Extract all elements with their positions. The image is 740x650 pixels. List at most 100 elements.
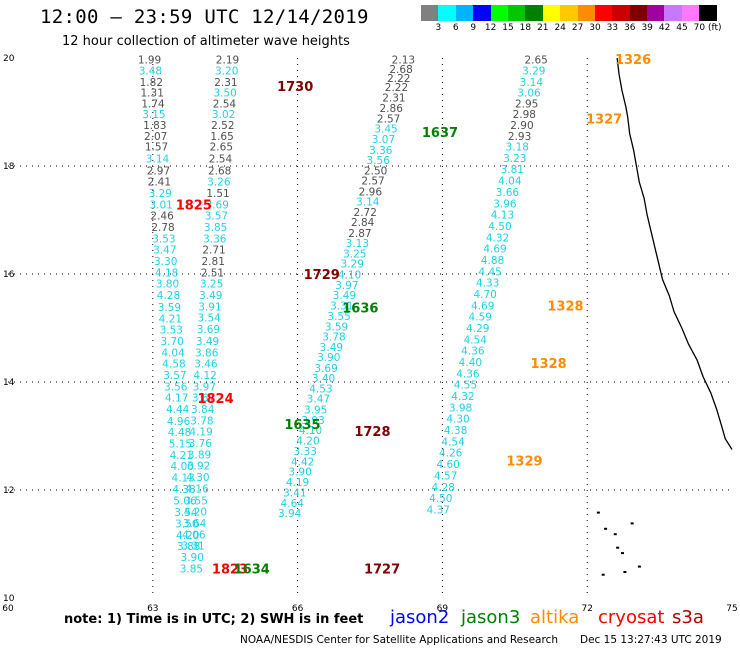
wave-height-value: 3.54: [197, 313, 221, 325]
legend-swatch: [542, 5, 561, 21]
y-tick-label: 16: [3, 270, 15, 280]
wave-height-value: 3.69: [197, 324, 220, 336]
legend-label: 33: [606, 23, 619, 33]
wave-height-value: 4.19: [189, 427, 212, 439]
wave-height-value: 1.82: [140, 77, 163, 89]
wave-height-value: 3.47: [153, 245, 176, 257]
wave-height-value: 3.29: [522, 65, 545, 77]
legend-jason3: jason3: [461, 607, 521, 628]
wave-height-value: 2.78: [151, 222, 174, 234]
wave-height-value: 4.04: [161, 347, 185, 359]
wave-height-value: 3.69: [314, 363, 337, 375]
wave-height-value: 4.20: [176, 530, 199, 542]
wave-height-value: 4.29: [466, 323, 489, 335]
wave-height-value: 3.13: [346, 238, 369, 250]
wave-height-value: 3.70: [160, 336, 183, 348]
wave-height-value: 4.69: [483, 244, 506, 256]
wave-height-value: 4.19: [286, 477, 309, 489]
wave-height-value: 3.81: [501, 164, 524, 176]
wave-height-value: 3.66: [496, 187, 520, 199]
wave-height-value: 3.93: [301, 415, 324, 427]
pass-time-label: 1728: [354, 425, 390, 440]
island: [637, 565, 641, 568]
wave-height-value: 2.90: [510, 120, 533, 132]
legend-label: 15: [502, 23, 514, 33]
wave-height-value: 2.81: [202, 256, 225, 268]
legend-swatch: [455, 5, 474, 21]
pass-time-label: 1326: [615, 53, 651, 68]
wave-height-value: 3.90: [181, 552, 204, 564]
wave-height-value: 3.01: [149, 199, 172, 211]
wave-height-value: 4.36: [456, 368, 480, 380]
wave-height-value: 3.55: [327, 311, 350, 323]
wave-height-value: 4.42: [291, 456, 314, 468]
wave-height-value: 4.26: [439, 448, 463, 460]
wave-height-value: 2.50: [364, 165, 387, 177]
wave-height-value: 4.28: [432, 482, 455, 494]
page-title: 12:00 — 23:59 UTC 12/14/2019: [40, 6, 369, 28]
pass-time-label: 1824: [197, 392, 233, 407]
wave-height-value: 2.54: [209, 153, 233, 165]
y-tick-label: 20: [3, 54, 15, 64]
wave-height-value: 4.58: [162, 359, 185, 371]
wave-height-value: 3.84: [191, 404, 215, 416]
wave-height-value: 3.96: [493, 198, 517, 210]
legend-label: 3: [435, 23, 442, 33]
wave-height-value: 2.22: [387, 73, 410, 85]
wave-height-value: 4.30: [446, 414, 469, 426]
legend-swatch: [629, 5, 648, 21]
legend-label: 9: [470, 23, 477, 33]
wave-height-value: 4.10: [299, 425, 322, 437]
wave-height-value: 4.00: [171, 461, 194, 473]
wave-height-value: 3.89: [188, 449, 211, 461]
wave-height-value: 1.65: [210, 131, 233, 143]
wave-height-value: 3.31: [181, 541, 204, 553]
wave-height-value: 4.48: [168, 427, 191, 439]
legend-swatch: [560, 5, 578, 21]
island: [596, 511, 600, 514]
legend-cryosat: cryosat: [598, 607, 665, 628]
wave-height-value: 3.49: [333, 290, 356, 302]
legend-swatch: [681, 5, 700, 21]
wave-height-value: 4.96: [167, 416, 191, 428]
wave-height-value: 5.06: [173, 495, 197, 507]
wave-height-value: 4.36: [461, 346, 485, 358]
wave-height-value: 3.25: [200, 279, 223, 291]
wave-height-value: 2.31: [214, 77, 237, 89]
wave-height-value: 3.49: [320, 342, 343, 354]
wave-height-value: 4.28: [157, 290, 180, 302]
wave-height-value: 2.97: [147, 165, 170, 177]
wave-height-value: 4.60: [436, 459, 459, 471]
wave-height-value: 2.52: [211, 120, 234, 132]
pass-time-label: 1328: [530, 357, 566, 372]
wave-height-value: 3.76: [189, 438, 213, 450]
legend-swatch: [594, 5, 613, 21]
wave-height-value: 3.15: [142, 109, 165, 121]
wave-height-value: 3.25: [343, 248, 366, 260]
legend-s3a: s3a: [672, 607, 704, 628]
wave-height-value: 4.17: [165, 393, 188, 405]
wave-height-value: 2.98: [513, 109, 536, 121]
wave-height-value: 4.10: [338, 270, 361, 282]
wave-height-value: 4.64: [281, 498, 305, 510]
wave-height-value: 2.95: [515, 98, 538, 110]
page-subtitle: 12 hour collection of altimeter wave hei…: [62, 34, 350, 49]
legend-unit: (ft): [708, 23, 722, 33]
wave-height-value: 4.54: [464, 334, 488, 346]
wave-height-value: 4.55: [454, 380, 477, 392]
wave-height-value: 3.02: [212, 109, 235, 121]
wave-height-value: 3.50: [175, 518, 198, 530]
wave-height-value: 4.20: [184, 507, 207, 519]
wave-height-value: 2.51: [201, 267, 224, 279]
wave-height-value: 3.33: [294, 446, 317, 458]
wave-height-value: 3.30: [154, 256, 177, 268]
wave-height-value: 3.67: [192, 393, 215, 405]
wave-height-value: 4.50: [488, 221, 511, 233]
y-tick-label: 12: [3, 486, 14, 496]
wave-height-value: 4.18: [155, 267, 178, 279]
legend-swatch: [577, 5, 595, 21]
legend-label: 27: [571, 23, 584, 33]
wave-height-value: 4.16: [185, 483, 209, 495]
island: [604, 527, 608, 530]
wave-height-value: 2.96: [359, 186, 383, 198]
